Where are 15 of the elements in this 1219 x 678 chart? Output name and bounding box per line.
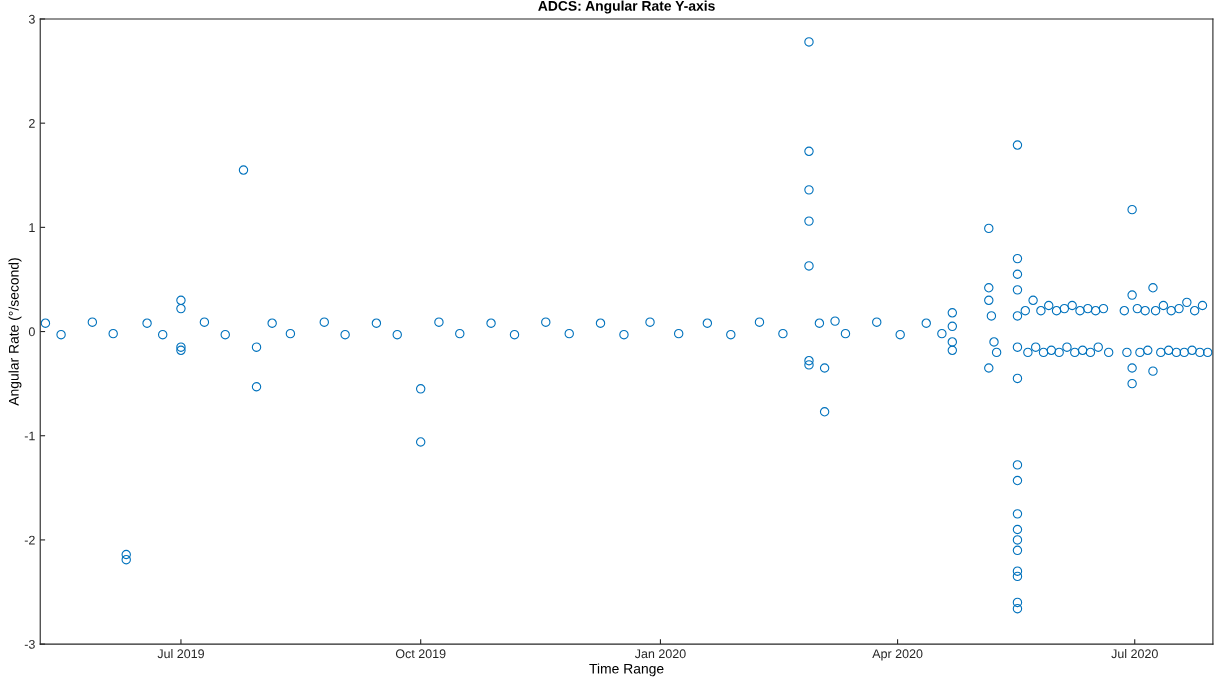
y-tick-label: 0 [28, 327, 35, 337]
y-axis-title: Angular Rate (°/second) [8, 258, 22, 406]
y-tick-label: -3 [24, 639, 35, 649]
y-tick-label: 3 [28, 14, 35, 24]
chart-title: ADCS: Angular Rate Y-axis [538, 0, 715, 14]
y-tick-label: 1 [29, 223, 35, 232]
x-tick-label: Jul 2019 [157, 648, 204, 659]
x-tick-label: Jan 2020 [634, 649, 686, 659]
x-tick-label: Oct 2019 [395, 649, 446, 659]
x-tick-label: Jul 2020 [1111, 648, 1158, 659]
x-tick-label: Apr 2020 [872, 649, 923, 661]
x-axis-title: Time Range [589, 663, 664, 677]
y-tick-label: -1 [24, 431, 35, 441]
y-tick-label: -2 [24, 535, 35, 545]
y-tick-label: 2 [29, 118, 35, 128]
